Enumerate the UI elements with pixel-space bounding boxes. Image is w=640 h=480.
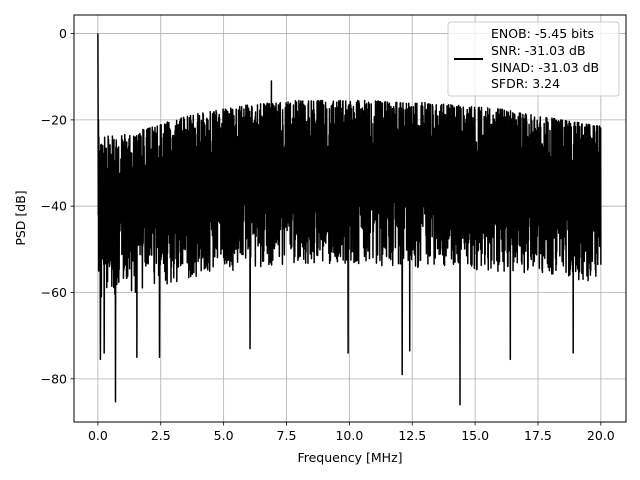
x-tick-label: 12.5 xyxy=(398,428,426,443)
legend-line-sinad: SINAD: -31.03 dB xyxy=(491,60,599,75)
psd-series xyxy=(97,33,602,406)
x-axis-label: Frequency [MHz] xyxy=(297,450,402,465)
y-tick-label: −20 xyxy=(41,112,67,127)
y-tick-label: −80 xyxy=(41,371,67,386)
x-tick-label: 2.5 xyxy=(151,428,171,443)
legend-line-enob: ENOB: -5.45 bits xyxy=(491,26,594,41)
y-axis-ticks: 0 −20 −40 −60 −80 xyxy=(41,26,74,386)
x-tick-label: 15.0 xyxy=(461,428,489,443)
x-axis-ticks: 0.0 2.5 5.0 7.5 10.0 12.5 15.0 17.5 20.0 xyxy=(88,422,615,443)
plot-frame xyxy=(73,14,627,423)
psd-trace xyxy=(97,33,602,406)
y-tick-label: −40 xyxy=(41,199,67,214)
x-tick-label: 10.0 xyxy=(335,428,363,443)
y-tick-label: −60 xyxy=(41,285,67,300)
legend-line-snr: SNR: -31.03 dB xyxy=(491,43,586,58)
legend-line-sfdr: SFDR: 3.24 xyxy=(491,76,560,91)
x-tick-label: 7.5 xyxy=(277,428,297,443)
x-tick-label: 20.0 xyxy=(587,428,615,443)
x-tick-label: 17.5 xyxy=(524,428,552,443)
y-tick-label: 0 xyxy=(59,26,67,41)
legend-box xyxy=(447,21,620,97)
x-tick-label: 5.0 xyxy=(214,428,234,443)
y-axis-label: PSD [dB] xyxy=(13,190,28,245)
legend: ENOB: -5.45 bits SNR: -31.03 dB SINAD: -… xyxy=(447,21,620,97)
x-tick-label: 0.0 xyxy=(88,428,108,443)
